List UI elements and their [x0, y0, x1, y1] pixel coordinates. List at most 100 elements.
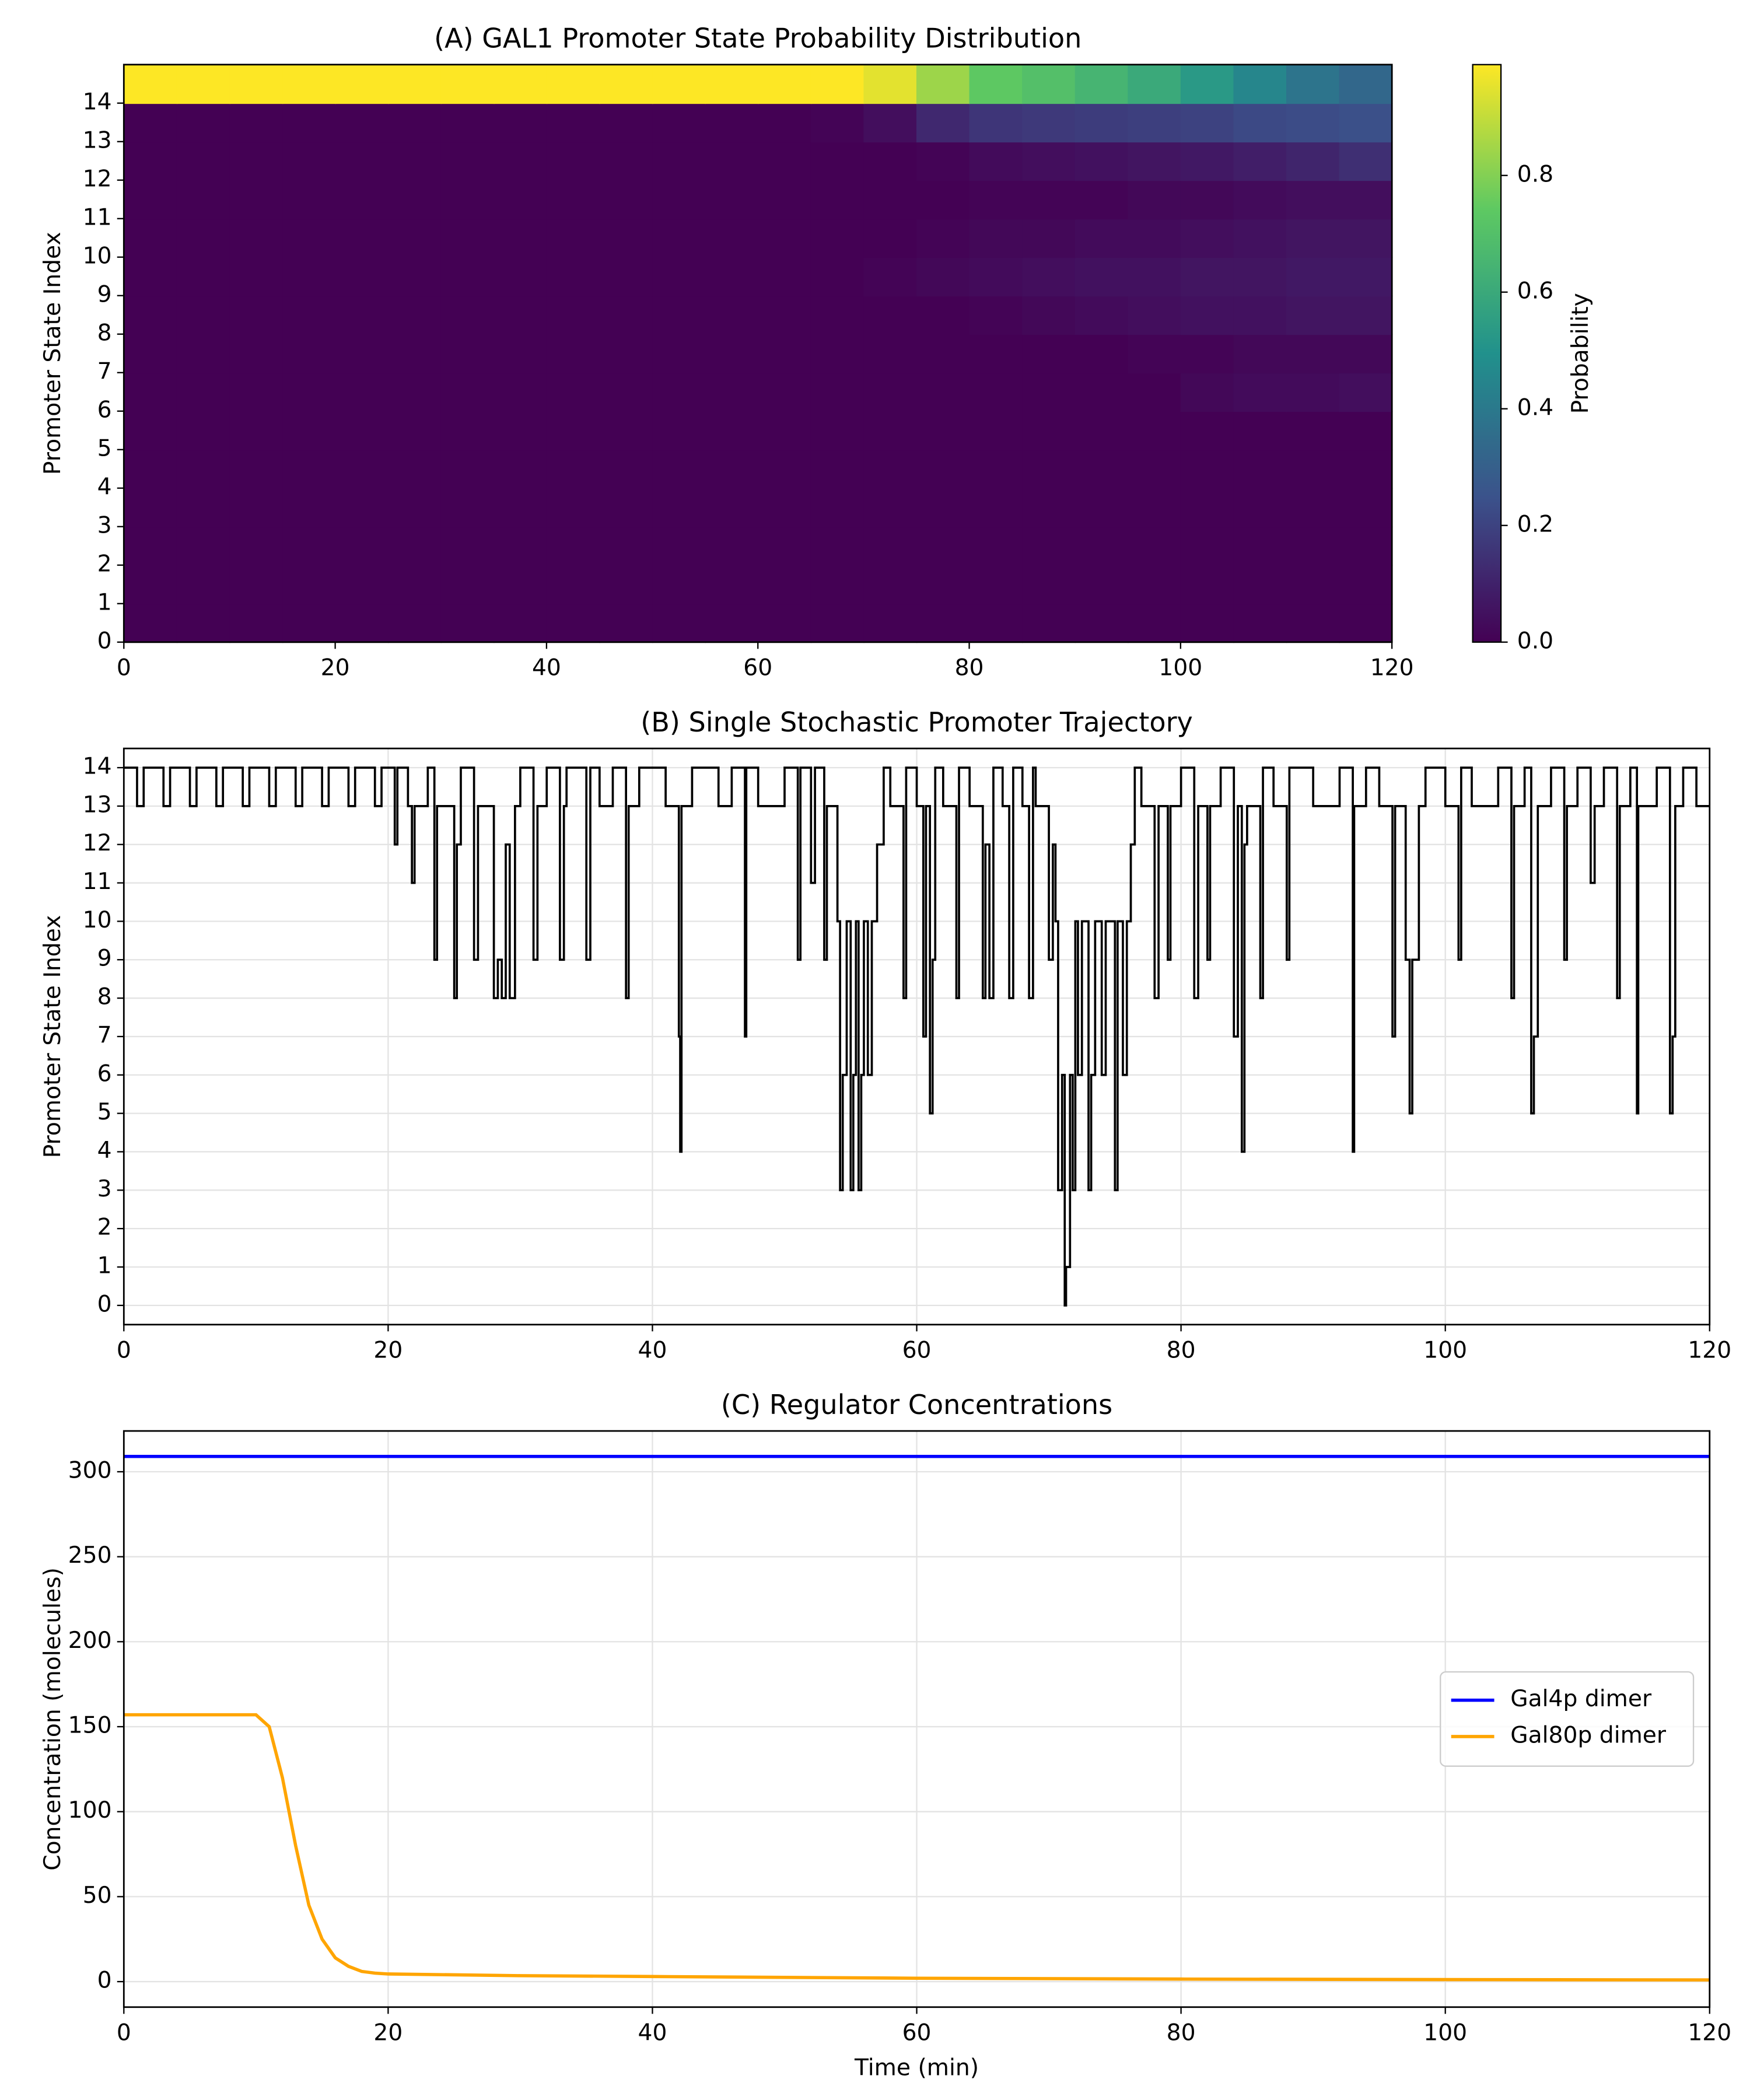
y-tick-label: 2	[97, 551, 112, 577]
y-tick-label: 12	[83, 166, 112, 192]
heatmap-cell	[1233, 565, 1287, 605]
y-tick-label: 300	[68, 1458, 112, 1484]
heatmap-cell	[1128, 449, 1182, 489]
heatmap-cell	[494, 411, 548, 451]
heatmap-cell	[969, 64, 1023, 104]
heatmap-cell	[1286, 257, 1340, 297]
heatmap-cell	[599, 295, 653, 335]
heatmap-cell	[282, 141, 336, 181]
x-tick-label: 40	[532, 654, 561, 681]
heatmap-cell	[124, 449, 178, 489]
x-tick-label: 40	[638, 1337, 667, 1363]
heatmap-cell	[1022, 488, 1076, 528]
heatmap-cell	[282, 334, 336, 374]
y-tick-label: 11	[83, 869, 112, 895]
heatmap-cell	[1022, 180, 1076, 220]
heatmap-cell	[810, 141, 864, 181]
heatmap-cell	[1180, 103, 1234, 143]
heatmap-cell	[969, 488, 1023, 528]
heatmap-cell	[440, 526, 495, 566]
heatmap-cell	[969, 372, 1023, 412]
heatmap-cell	[863, 603, 918, 643]
heatmap-cell	[1128, 411, 1182, 451]
heatmap-cell	[1180, 334, 1234, 374]
y-tick-label: 6	[97, 1060, 112, 1087]
heatmap-cell	[863, 449, 918, 489]
heatmap-cell	[705, 526, 759, 566]
x-tick-label: 60	[902, 1337, 932, 1363]
heatmap-cell	[652, 218, 706, 258]
heatmap-cell	[1022, 603, 1076, 643]
heatmap-cell	[176, 180, 230, 220]
heatmap-cell	[1180, 603, 1234, 643]
heatmap-cell	[388, 603, 442, 643]
heatmap-cell	[652, 295, 706, 335]
heatmap-cell	[388, 372, 442, 412]
heatmap-cell	[546, 257, 600, 297]
x-tick-label: 100	[1158, 654, 1202, 681]
heatmap-cell	[335, 488, 389, 528]
heatmap-cell	[388, 526, 442, 566]
heatmap-cell	[969, 257, 1023, 297]
heatmap-cell	[1180, 565, 1234, 605]
heatmap-cell	[124, 218, 178, 258]
heatmap-cell	[599, 257, 653, 297]
heatmap-cell	[494, 372, 548, 412]
heatmap-cell	[863, 141, 918, 181]
heatmap-cell	[916, 372, 970, 412]
heatmap-cell	[652, 257, 706, 297]
heatmap-cell	[916, 64, 970, 104]
y-tick-label: 250	[68, 1542, 112, 1569]
heatmap-cell	[1339, 449, 1393, 489]
heatmap-cell	[1180, 449, 1234, 489]
heatmap-cell	[494, 334, 548, 374]
heatmap-cell	[1180, 218, 1234, 258]
heatmap-cell	[282, 372, 336, 412]
heatmap-cell	[810, 218, 864, 258]
heatmap-cell	[335, 449, 389, 489]
heatmap-cell	[546, 295, 600, 335]
heatmap-cell	[546, 218, 600, 258]
heatmap-cell	[546, 334, 600, 374]
y-tick-label: 14	[83, 89, 112, 115]
heatmap-cell	[810, 449, 864, 489]
heatmap-cell	[1339, 565, 1393, 605]
heatmap-cell	[1128, 372, 1182, 412]
heatmap-cell	[1074, 103, 1129, 143]
heatmap-cell	[335, 295, 389, 335]
y-tick-label: 5	[97, 435, 112, 461]
heatmap-cell	[599, 488, 653, 528]
heatmap-cell	[599, 526, 653, 566]
y-tick-label: 4	[97, 1138, 112, 1164]
heatmap-cell	[1286, 64, 1340, 104]
heatmap-cell	[916, 488, 970, 528]
heatmap-cell	[229, 488, 284, 528]
heatmap-cell	[1180, 295, 1234, 335]
heatmap-cell	[440, 103, 495, 143]
colorbar-tick-label: 0.6	[1517, 278, 1553, 304]
heatmap-cell	[1233, 526, 1287, 566]
heatmap-cell	[176, 526, 230, 566]
heatmap-cell	[1022, 295, 1076, 335]
heatmap-cell	[546, 603, 600, 643]
y-tick-label: 4	[97, 474, 112, 500]
legend-box	[1440, 1671, 1695, 1767]
heatmap-cell	[1233, 257, 1287, 297]
heatmap-cell	[810, 565, 864, 605]
heatmap-cell	[1128, 180, 1182, 220]
heatmap-cell	[599, 603, 653, 643]
heatmap-cell	[546, 449, 600, 489]
heatmap-cell	[1233, 218, 1287, 258]
heatmap-cell	[758, 334, 812, 374]
heatmap-cell	[705, 180, 759, 220]
heatmap-cell	[810, 180, 864, 220]
x-tick-label: 20	[373, 1337, 402, 1363]
heatmap-cell	[599, 411, 653, 451]
heatmap-cell	[863, 103, 918, 143]
heatmap-cell	[494, 565, 548, 605]
heatmap-cell	[863, 372, 918, 412]
heatmap-cell	[863, 64, 918, 104]
heatmap-cell	[229, 103, 284, 143]
y-tick-label: 13	[83, 127, 112, 153]
step-line	[124, 766, 1710, 1307]
